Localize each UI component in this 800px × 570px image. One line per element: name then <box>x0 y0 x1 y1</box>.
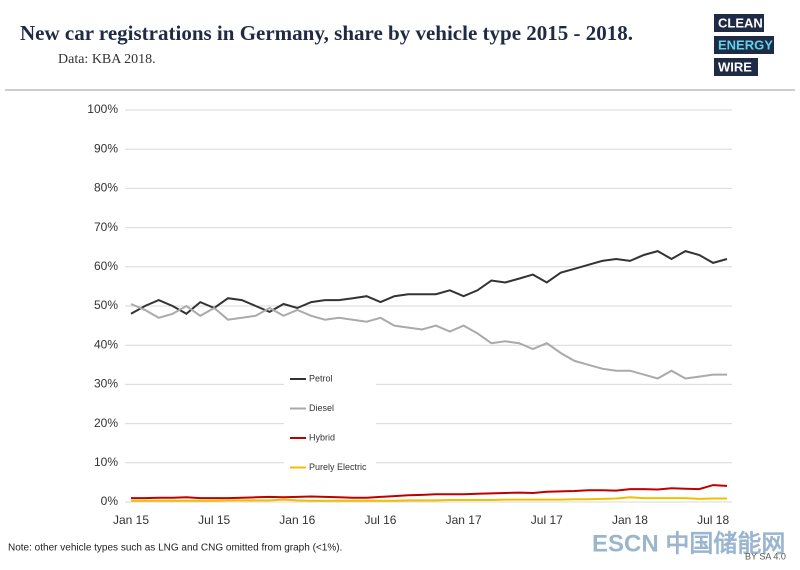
footnote: Note: other vehicle types such as LNG an… <box>8 543 342 554</box>
x-tick-label: Jan 18 <box>612 513 648 527</box>
logo-text: ENERGY <box>718 37 773 52</box>
x-tick-label: Jul 15 <box>198 513 230 527</box>
logo-box <box>714 58 758 76</box>
logo-box <box>714 14 764 32</box>
y-tick-label: 50% <box>94 298 118 312</box>
x-tick-label: Jan 17 <box>446 513 482 527</box>
y-tick-label: 30% <box>94 377 118 391</box>
logo-text: CLEAN <box>718 15 763 30</box>
line-series <box>131 484 728 500</box>
chart-subtitle: Data: KBA 2018. <box>58 52 156 67</box>
x-tick-label: Jan 16 <box>279 513 315 527</box>
y-tick-label: 10% <box>94 455 118 469</box>
legend-label: Diesel <box>309 403 334 413</box>
license: BY SA 4.0 <box>745 551 786 561</box>
legend-label: Petrol <box>309 373 333 383</box>
legend-background <box>284 366 376 476</box>
y-tick-label: 100% <box>87 102 118 116</box>
legend-label: Purely Electric <box>309 462 367 472</box>
legend-label: Hybrid <box>309 432 335 442</box>
y-tick-label: 20% <box>94 416 118 430</box>
y-tick-label: 40% <box>94 337 118 351</box>
y-tick-label: 70% <box>94 220 118 234</box>
line-series <box>130 250 728 316</box>
y-tick-label: 80% <box>94 181 118 195</box>
chart-title: New car registrations in Germany, share … <box>20 21 633 45</box>
x-tick-label: Jan 15 <box>113 513 149 527</box>
x-tick-label: Jul 16 <box>364 513 396 527</box>
y-tick-label: 90% <box>94 141 118 155</box>
y-tick-label: 60% <box>94 259 118 273</box>
line-series <box>131 496 727 502</box>
logo-text: WIRE <box>718 59 752 74</box>
logo: CLEAN ENERGY WIRE <box>714 14 774 76</box>
y-tick-label: 0% <box>101 494 119 508</box>
x-tick-label: Jul 18 <box>697 513 729 527</box>
x-tick-label: Jul 17 <box>531 513 563 527</box>
watermark: ESCN 中国储能网 <box>592 529 785 557</box>
line-series <box>130 303 727 380</box>
logo-box <box>714 36 774 54</box>
